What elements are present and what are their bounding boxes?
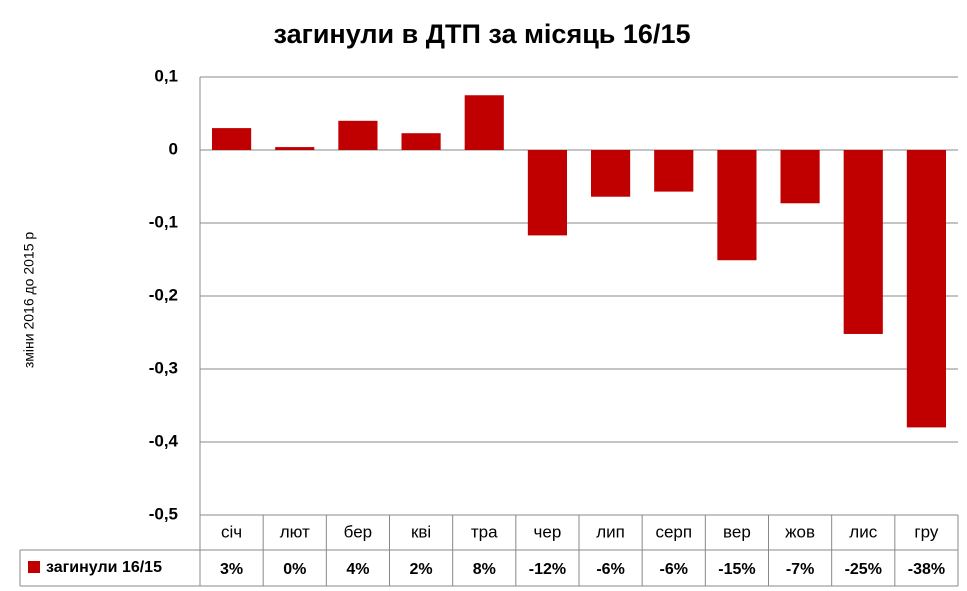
- table-value: -15%: [718, 561, 755, 578]
- y-tick-label: -0,2: [149, 285, 178, 304]
- x-tick-label: серп: [655, 522, 692, 541]
- bar: [717, 150, 757, 261]
- y-axis-label: зміни 2016 до 2015 р: [21, 232, 37, 369]
- x-tick-label: чер: [534, 522, 562, 541]
- bar: [338, 120, 378, 150]
- table-value: -12%: [529, 561, 566, 578]
- y-tick-label: -0,4: [149, 431, 179, 450]
- table-value: 0%: [283, 561, 306, 578]
- y-tick-label: 0: [169, 139, 178, 158]
- table-value: 4%: [346, 561, 369, 578]
- chart-title: загинули в ДТП за місяць 16/15: [274, 19, 691, 49]
- table-value: -7%: [786, 561, 814, 578]
- bar: [591, 150, 631, 197]
- table-value: -38%: [908, 561, 945, 578]
- bar: [780, 150, 820, 204]
- x-tick-label: кві: [411, 522, 431, 541]
- x-tick-label: гру: [914, 522, 938, 541]
- table-value: 2%: [410, 561, 433, 578]
- x-tick-label: січ: [221, 522, 242, 541]
- x-tick-label: бер: [344, 522, 372, 541]
- table-value: -6%: [660, 561, 688, 578]
- bar: [212, 128, 252, 150]
- bar: [843, 150, 883, 334]
- x-tick-label: вер: [723, 522, 751, 541]
- bar: [654, 150, 694, 192]
- y-tick-label: -0,5: [149, 504, 178, 523]
- legend-label: загинули 16/15: [46, 559, 162, 576]
- y-tick-label: -0,1: [149, 212, 178, 231]
- x-tick-label: лют: [280, 522, 310, 541]
- x-tick-label: лип: [596, 522, 625, 541]
- table-value: 3%: [220, 561, 243, 578]
- legend-swatch: [28, 561, 40, 573]
- table-value: 8%: [473, 561, 496, 578]
- y-tick-label: 0,1: [154, 66, 178, 85]
- y-tick-label: -0,3: [149, 358, 178, 377]
- bar: [527, 150, 567, 236]
- bar: [464, 95, 504, 150]
- x-tick-label: лис: [849, 522, 877, 541]
- bar: [401, 133, 441, 150]
- bar: [275, 147, 315, 150]
- table-value: -6%: [596, 561, 624, 578]
- table-value: -25%: [845, 561, 882, 578]
- x-tick-label: жов: [785, 522, 815, 541]
- x-tick-label: тра: [471, 522, 498, 541]
- bar: [906, 150, 946, 428]
